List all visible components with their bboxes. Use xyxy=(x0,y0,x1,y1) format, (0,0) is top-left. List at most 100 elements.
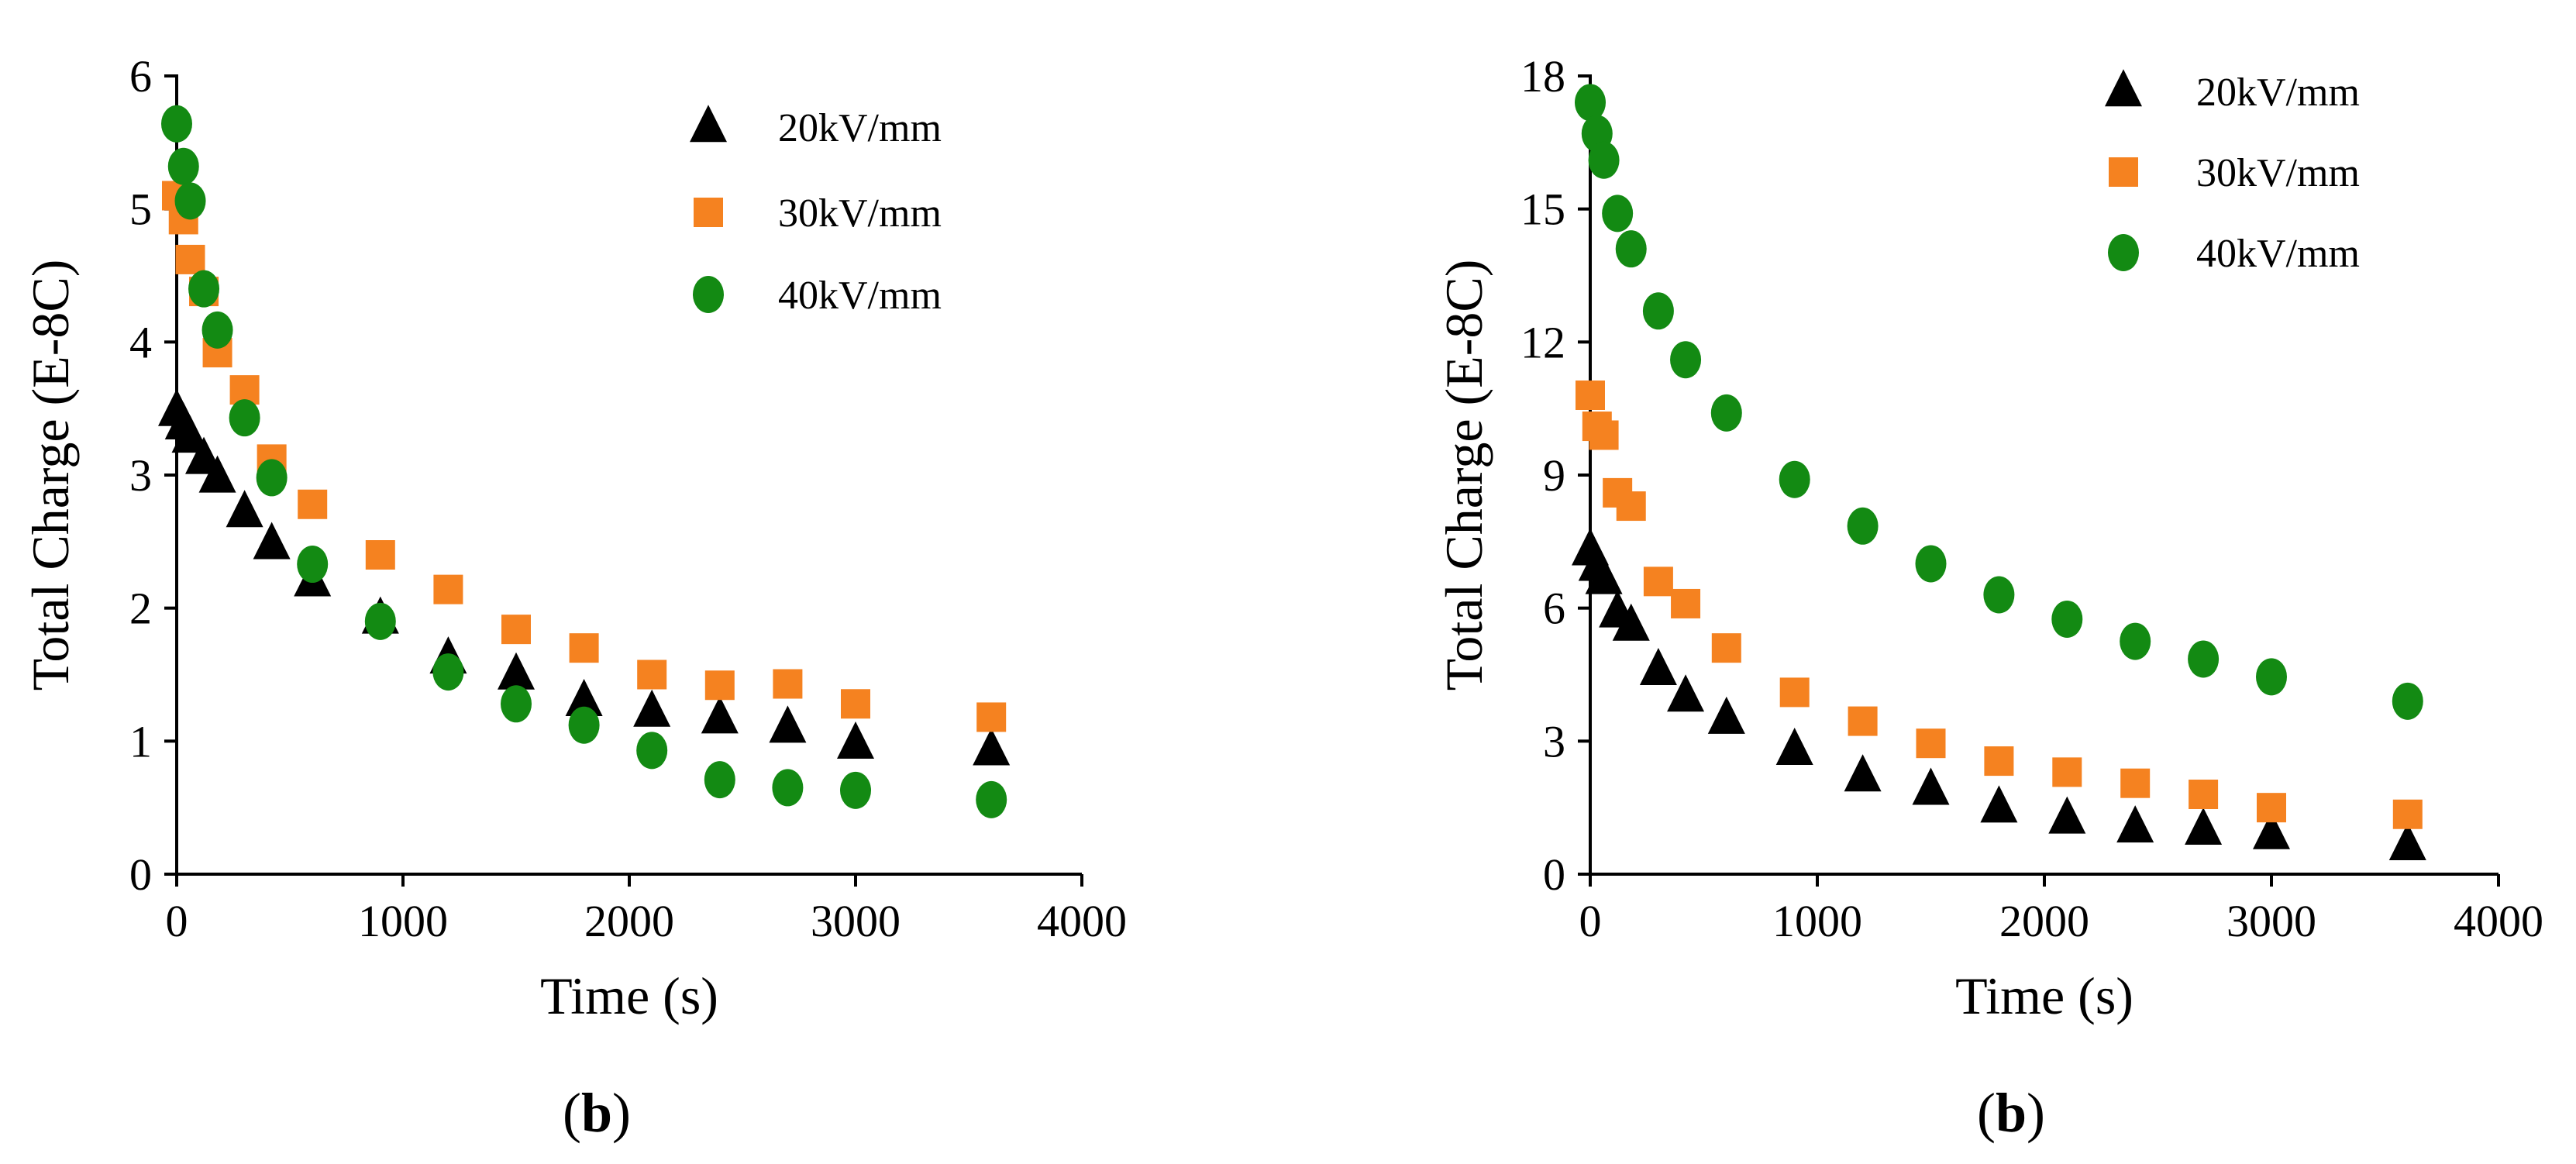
data-point xyxy=(201,311,233,349)
data-point xyxy=(1711,633,1741,663)
data-point xyxy=(1588,141,1620,179)
data-point xyxy=(1643,567,1673,597)
data-point xyxy=(1775,727,1813,765)
data-point xyxy=(569,633,599,663)
data-point xyxy=(1844,754,1882,792)
y-tick-label: 15 xyxy=(1520,184,1565,235)
legend-marker xyxy=(690,105,727,143)
data-point xyxy=(772,769,804,807)
x-axis-title: Time (s) xyxy=(540,966,718,1025)
data-point xyxy=(1612,603,1650,641)
data-point xyxy=(297,546,329,584)
data-point xyxy=(2052,757,2082,787)
x-tick-label: 2000 xyxy=(584,896,674,946)
data-point xyxy=(1916,728,1946,759)
legend-marker xyxy=(2109,157,2138,187)
data-point xyxy=(2189,780,2219,809)
series-30kV/mm xyxy=(162,181,1007,732)
data-point xyxy=(568,706,600,744)
data-point xyxy=(1847,507,1879,545)
y-tick-label: 6 xyxy=(1543,584,1565,634)
data-point xyxy=(226,490,263,528)
legend-marker xyxy=(694,198,723,227)
data-point xyxy=(1615,230,1647,268)
y-tick-label: 6 xyxy=(129,51,152,102)
data-point xyxy=(188,270,220,308)
panel-label-letter: b xyxy=(1996,1082,2027,1144)
panel-label-close-paren: ) xyxy=(612,1082,631,1144)
data-point xyxy=(175,244,205,274)
data-point xyxy=(501,615,531,645)
data-point xyxy=(1710,394,1742,432)
legend-label: 20kV/mm xyxy=(778,106,942,150)
y-tick-label: 9 xyxy=(1543,450,1565,501)
data-point xyxy=(704,761,735,799)
data-point xyxy=(976,780,1007,818)
x-tick-label: 3000 xyxy=(811,896,901,946)
data-point xyxy=(365,540,395,570)
data-point xyxy=(161,105,192,143)
legend-marker xyxy=(2108,234,2139,271)
data-point xyxy=(769,705,807,743)
data-point xyxy=(1848,706,1878,736)
data-point xyxy=(1983,576,2015,614)
data-point xyxy=(1639,647,1677,685)
data-point xyxy=(841,689,870,719)
y-axis-title: Total Charge (E-8C) xyxy=(21,260,80,691)
data-point xyxy=(973,728,1011,766)
data-point xyxy=(498,652,535,690)
data-point xyxy=(840,771,871,809)
y-tick-label: 4 xyxy=(129,317,152,367)
chart-panel-1: 0 1000 2000 3000 4000 0 1 2 3 4 5 6 Time (s) Total Ch… xyxy=(21,51,1127,1144)
data-point xyxy=(1576,381,1605,410)
data-point xyxy=(637,659,667,690)
y-tick-label: 3 xyxy=(129,450,152,501)
data-point xyxy=(1602,195,1634,232)
data-point xyxy=(1589,420,1619,450)
data-point xyxy=(2185,807,2223,845)
data-point xyxy=(198,455,236,493)
legend-label: 40kV/mm xyxy=(2196,232,2360,276)
panel-label-open-paren: ( xyxy=(1977,1082,1996,1144)
x-tick-label: 3000 xyxy=(2226,896,2316,946)
series-30kV/mm xyxy=(1576,381,2423,829)
panel-label-letter: b xyxy=(581,1082,612,1144)
x-tick-label: 4000 xyxy=(1037,896,1127,946)
data-point xyxy=(1980,785,2018,823)
data-point xyxy=(633,689,671,727)
legend: 20kV/mm 30kV/mm 40kV/mm xyxy=(2105,69,2360,276)
chart-panel-2: 0 1000 2000 3000 4000 0 3 6 9 12 15 18 Time (s) Total… xyxy=(1434,51,2543,1144)
data-point xyxy=(2257,793,2286,823)
y-tick-label: 12 xyxy=(1520,317,1565,367)
y-tick-label: 1 xyxy=(129,716,152,766)
data-point xyxy=(1707,696,1745,734)
data-point xyxy=(1575,84,1606,122)
data-point xyxy=(1667,674,1705,712)
data-point xyxy=(1671,588,1701,618)
data-point xyxy=(565,679,603,717)
y-tick-label: 5 xyxy=(129,184,152,235)
data-point xyxy=(2253,811,2290,849)
data-point xyxy=(704,670,735,701)
x-tick-label: 4000 xyxy=(2454,896,2543,946)
series-40kV/mm xyxy=(161,105,1007,818)
data-point xyxy=(364,602,396,640)
data-point xyxy=(432,653,464,691)
data-point xyxy=(2392,799,2423,829)
data-point xyxy=(167,147,199,185)
series-40kV/mm xyxy=(1575,84,2423,720)
series-20kV/mm xyxy=(1572,528,2426,861)
data-point xyxy=(1585,556,1623,594)
data-point xyxy=(2120,622,2151,660)
panel-label-close-paren: ) xyxy=(2027,1082,2045,1144)
legend-marker xyxy=(2105,69,2142,107)
y-axis-title: Total Charge (E-8C) xyxy=(1434,260,1493,691)
legend-marker xyxy=(693,276,724,313)
y-tick-label: 3 xyxy=(1543,716,1565,766)
data-point xyxy=(2116,805,2154,843)
data-point xyxy=(171,415,209,453)
data-point xyxy=(433,574,463,604)
x-tick-label: 1000 xyxy=(1772,896,1862,946)
x-tick-label: 0 xyxy=(166,896,188,946)
